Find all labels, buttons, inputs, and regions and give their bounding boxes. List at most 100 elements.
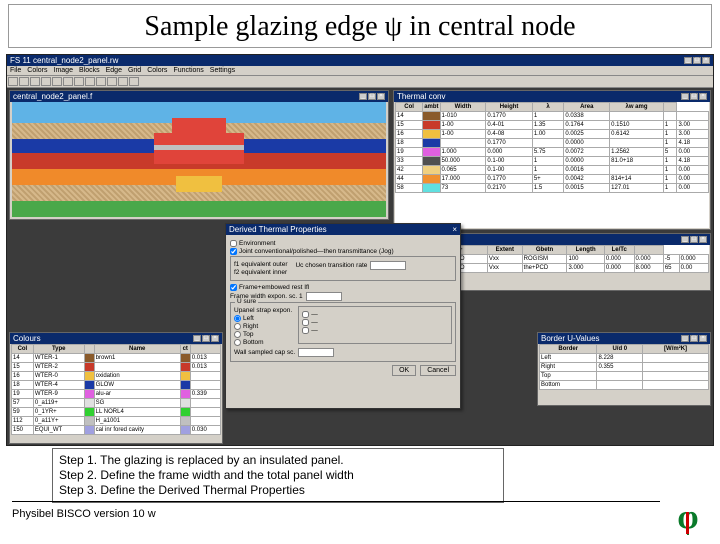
- colours-title: Colours: [13, 334, 41, 343]
- footer: Physibel BISCO version 10 w: [12, 501, 660, 522]
- table-row[interactable]: 420.0650.1-0010.001610.00: [396, 166, 709, 175]
- table-row[interactable]: Bottom: [540, 381, 709, 390]
- colours-titlebar: Colours _□×: [10, 333, 222, 344]
- maximize-button[interactable]: □: [368, 93, 376, 100]
- usure-groupbox: U sure Upanel strap expon. Left Right To…: [230, 302, 456, 362]
- maximize-button[interactable]: □: [690, 335, 698, 342]
- table-row[interactable]: 590_1YR+LL NORL4: [12, 408, 221, 417]
- toolbar-button[interactable]: [41, 77, 51, 86]
- right-radio[interactable]: [234, 323, 241, 330]
- toolbar-button[interactable]: [8, 77, 18, 86]
- minimize-button[interactable]: _: [681, 335, 689, 342]
- menu-item[interactable]: Colors: [147, 67, 167, 74]
- table-row[interactable]: 1120_a11Y+H_a1001: [12, 417, 221, 426]
- toolbar-button[interactable]: [96, 77, 106, 86]
- toolbar-button[interactable]: [107, 77, 117, 86]
- table-row[interactable]: Left8.228: [540, 354, 709, 363]
- bottom-radio[interactable]: [234, 339, 241, 346]
- frame-width-field[interactable]: [306, 292, 342, 301]
- menu-item[interactable]: Functions: [173, 67, 203, 74]
- table-row[interactable]: 15WTER-20.013: [12, 363, 221, 372]
- table-row[interactable]: 180.17700.000014.18: [396, 139, 709, 148]
- dialog-title: Derived Thermal Properties: [229, 225, 327, 234]
- close-button[interactable]: ×: [699, 335, 707, 342]
- table-row[interactable]: 4417.0000.17705+0.0042814+1410.00: [396, 175, 709, 184]
- colours-window: Colours _□× ColTypeNamect14WTER-1brown10…: [9, 332, 223, 444]
- opt2-checkbox[interactable]: [302, 319, 309, 326]
- uc-field[interactable]: [370, 261, 406, 270]
- dialog-titlebar: Derived Thermal Properties ×: [226, 224, 460, 235]
- maximize-button[interactable]: □: [690, 93, 698, 100]
- cancel-button[interactable]: Cancel: [420, 365, 456, 376]
- table-row[interactable]: 14WTER-1brown10.013: [12, 354, 221, 363]
- menu-item[interactable]: Grid: [128, 67, 141, 74]
- table-row[interactable]: 16WTER-0oxidation: [12, 372, 221, 381]
- colours-table[interactable]: ColTypeNamect14WTER-1brown10.01315WTER-2…: [11, 344, 221, 435]
- frame-label: Frame+embowed rest Ifl: [239, 284, 309, 291]
- options-groupbox: — — —: [298, 306, 452, 344]
- toolbar-button[interactable]: [19, 77, 29, 86]
- step-1: Step 1. The glazing is replaced by an in…: [59, 453, 497, 468]
- maximize-button[interactable]: □: [693, 57, 701, 64]
- close-button[interactable]: ×: [699, 93, 707, 100]
- canvas-body[interactable]: [12, 102, 386, 217]
- toolbar-button[interactable]: [74, 77, 84, 86]
- toolbar-button[interactable]: [52, 77, 62, 86]
- menu-item[interactable]: Settings: [210, 67, 235, 74]
- minimize-button[interactable]: _: [681, 93, 689, 100]
- close-button[interactable]: ×: [699, 236, 707, 243]
- table-row[interactable]: 58730.21701.50.0015127.0110.00: [396, 184, 709, 193]
- maximize-button[interactable]: □: [690, 236, 698, 243]
- menu-item[interactable]: Edge: [106, 67, 122, 74]
- thermal-props-table[interactable]: ColambtWidthHeightλAreaλw amg141-0100.17…: [395, 102, 709, 193]
- menu-item[interactable]: File: [10, 67, 21, 74]
- table-row[interactable]: Right0.355: [540, 363, 709, 372]
- menu-item[interactable]: Blocks: [79, 67, 100, 74]
- table-row[interactable]: 19WTER-9alu-ar0.339: [12, 390, 221, 399]
- opt3-checkbox[interactable]: [302, 327, 309, 334]
- close-button[interactable]: ×: [377, 93, 385, 100]
- frame-checkbox[interactable]: [230, 284, 237, 291]
- minimize-button[interactable]: _: [684, 57, 692, 64]
- table-row[interactable]: 141-0100.177010.0338: [396, 112, 709, 121]
- uc-label: Uc chosen transition rate: [295, 262, 367, 269]
- table-row[interactable]: 150EQUI_WTcal inr fored cavity0.030: [12, 426, 221, 435]
- props-titlebar: Thermal conv _□×: [394, 91, 710, 102]
- menu-item[interactable]: Image: [54, 67, 73, 74]
- close-button[interactable]: ×: [211, 335, 219, 342]
- minimize-button[interactable]: _: [681, 236, 689, 243]
- menu-item[interactable]: Colors: [27, 67, 47, 74]
- uvalues-window: Border U-Values _□× BorderU/d 0[W/m²K]Le…: [537, 332, 711, 406]
- top-radio[interactable]: [234, 331, 241, 338]
- toolbar-button[interactable]: [85, 77, 95, 86]
- close-button[interactable]: ×: [702, 57, 710, 64]
- table-row[interactable]: 18WTER-4GLOW: [12, 381, 221, 390]
- toolbar-button[interactable]: [63, 77, 73, 86]
- opt1-checkbox[interactable]: [302, 311, 309, 318]
- table-row[interactable]: 151-000.4-011.350.17640.151013.00: [396, 121, 709, 130]
- wall-label: Wall sampled cap sc.: [234, 349, 295, 356]
- table-row[interactable]: 3350.0000.1-0010.000081.0+1814.18: [396, 157, 709, 166]
- table-row[interactable]: Top: [540, 372, 709, 381]
- table-row[interactable]: 570_a119+SG: [12, 399, 221, 408]
- table-row[interactable]: 161-000.4-081.000.00250.614213.00: [396, 130, 709, 139]
- usure-legend: U sure: [235, 298, 258, 305]
- slide-title: Sample glazing edge ψ in central node: [8, 4, 712, 48]
- joint-checkbox[interactable]: [230, 248, 237, 255]
- minimize-button[interactable]: _: [193, 335, 201, 342]
- ok-button[interactable]: OK: [392, 365, 416, 376]
- main-title: FS 11 central_node2_panel.rw: [10, 56, 118, 65]
- toolbar-button[interactable]: [129, 77, 139, 86]
- step-2: Step 2. Define the frame width and the t…: [59, 468, 497, 483]
- uvalues-table[interactable]: BorderU/d 0[W/m²K]Left8.228Right0.355Top…: [539, 344, 709, 390]
- wall-field[interactable]: [298, 348, 334, 357]
- maximize-button[interactable]: □: [202, 335, 210, 342]
- toolbar-button[interactable]: [30, 77, 40, 86]
- table-row[interactable]: 191.0000.0005.750.00721.256250.00: [396, 148, 709, 157]
- environment-checkbox[interactable]: [230, 240, 237, 247]
- dialog-close-button[interactable]: ×: [452, 225, 457, 234]
- right-radio-label: Right: [243, 323, 258, 330]
- left-radio[interactable]: [234, 315, 241, 322]
- toolbar-button[interactable]: [118, 77, 128, 86]
- minimize-button[interactable]: _: [359, 93, 367, 100]
